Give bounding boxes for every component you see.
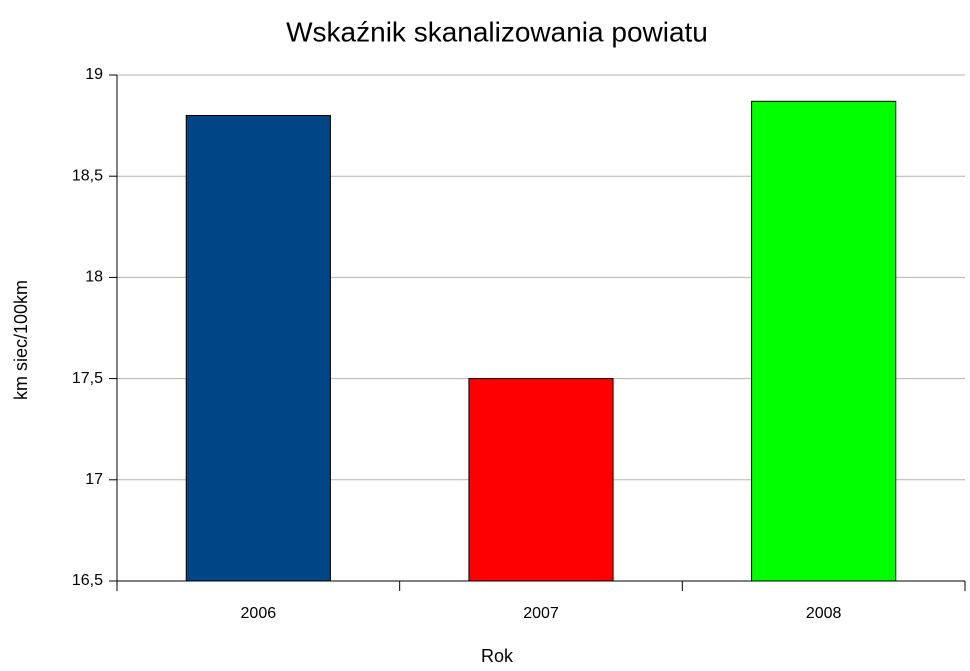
bar bbox=[185, 114, 331, 582]
bar bbox=[468, 378, 614, 582]
y-tick-label: 18,5 bbox=[72, 167, 103, 184]
y-tick-label: 16,5 bbox=[72, 572, 103, 589]
chart-title: Wskaźnik skanalizowania powiatu bbox=[286, 16, 708, 47]
x-tick-label: 2006 bbox=[241, 605, 277, 622]
bar bbox=[751, 100, 897, 582]
x-axis-title: Rok bbox=[481, 646, 514, 666]
y-tick-label: 18 bbox=[85, 269, 103, 286]
y-tick-label: 19 bbox=[85, 66, 103, 83]
y-tick-label: 17,5 bbox=[72, 370, 103, 387]
y-axis-title: km siec/100km bbox=[11, 280, 31, 400]
x-tick-label: 2008 bbox=[806, 605, 842, 622]
y-tick-label: 17 bbox=[85, 471, 103, 488]
x-tick-label: 2007 bbox=[523, 605, 559, 622]
